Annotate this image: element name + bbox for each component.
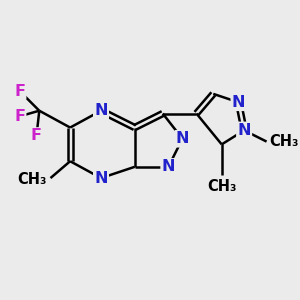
Text: F: F (14, 109, 25, 124)
Text: N: N (162, 159, 175, 174)
Text: CH₃: CH₃ (17, 172, 46, 187)
Text: F: F (31, 128, 42, 143)
Text: N: N (94, 171, 108, 186)
Text: N: N (232, 95, 245, 110)
Text: CH₃: CH₃ (207, 179, 236, 194)
Text: N: N (176, 131, 189, 146)
Text: N: N (94, 103, 108, 118)
Text: CH₃: CH₃ (269, 134, 299, 149)
Text: N: N (237, 123, 251, 138)
Text: F: F (14, 84, 25, 99)
